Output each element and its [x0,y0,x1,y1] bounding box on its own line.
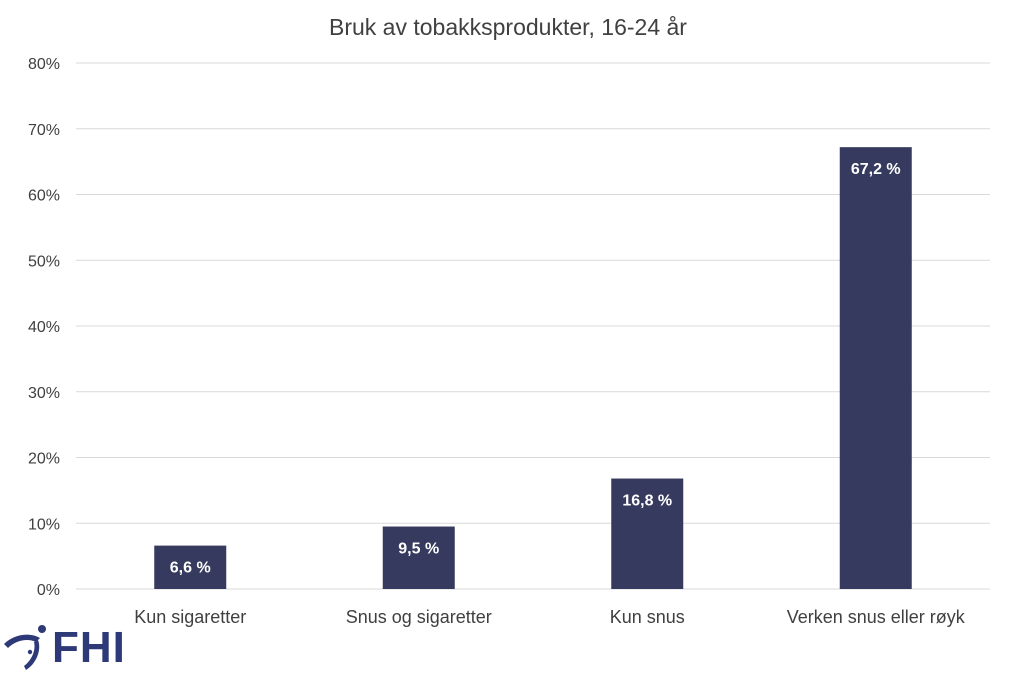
x-category-label: Snus og sigaretter [346,607,492,627]
data-label: 67,2 % [851,161,901,178]
bar [839,147,912,589]
data-label: 16,8 % [622,493,672,510]
y-tick-label: 0% [37,582,60,599]
x-category-label: Kun snus [610,607,685,627]
bar [611,478,684,589]
fhi-logo-text: FHI [52,623,126,672]
bar [154,545,227,589]
y-tick-label: 60% [28,188,60,205]
fhi-logo-mark-icon [4,625,46,670]
y-tick-label: 40% [28,319,60,336]
bar [382,526,455,589]
x-category-label: Kun sigaretter [134,607,246,627]
y-tick-label: 30% [28,385,60,402]
y-axis-tick-labels: 0% 10% 20% 30% 40% 50% 60% 70% 80% [28,56,60,599]
bars [154,147,912,589]
y-tick-label: 70% [28,122,60,139]
gridlines [76,62,990,590]
y-tick-label: 50% [28,253,60,270]
y-tick-label: 80% [28,56,60,73]
x-axis-category-labels: Kun sigaretter Snus og sigaretter Kun snus… [134,607,966,627]
data-label: 9,5 % [398,541,439,558]
data-label: 6,6 % [170,560,211,577]
y-tick-label: 20% [28,451,60,468]
fhi-logo [4,625,46,670]
data-labels: 6,6 % 9,5 % 16,8 % 67,2 % [170,161,901,576]
chart-title: Bruk av tobakksprodukter, 16-24 år [329,14,687,40]
y-tick-label: 10% [28,516,60,533]
x-category-label: Verken snus eller røyk [787,607,966,627]
